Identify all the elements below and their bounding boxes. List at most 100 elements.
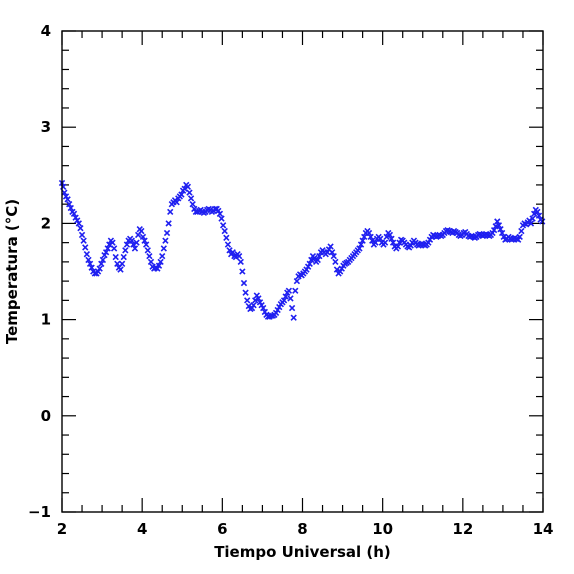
data-point — [143, 241, 150, 248]
data-point-stroke — [240, 279, 248, 287]
data-point-stroke — [96, 265, 103, 272]
data-point-stroke — [237, 258, 244, 266]
data-point-stroke — [293, 277, 301, 285]
data-point-stroke — [146, 252, 153, 260]
data-point — [330, 252, 337, 260]
data-point-stroke — [229, 249, 236, 256]
data-point — [529, 215, 536, 222]
data-point-stroke — [327, 243, 334, 250]
data-point-stroke — [221, 227, 228, 235]
data-point-stroke — [239, 268, 246, 275]
data-point-stroke — [252, 297, 259, 304]
data-point — [497, 226, 504, 233]
data-point-stroke — [64, 196, 71, 203]
data-point — [146, 252, 153, 260]
data-point — [167, 208, 174, 216]
data-point-stroke — [112, 253, 119, 261]
data-point — [367, 233, 374, 241]
data-point — [223, 234, 230, 241]
data-point — [314, 256, 321, 264]
data-point — [178, 191, 185, 198]
data-point-stroke — [377, 235, 384, 242]
data-point-stroke — [114, 260, 121, 267]
data-point-stroke — [527, 220, 535, 227]
data-point-stroke — [306, 260, 313, 267]
data-point — [539, 218, 546, 225]
data-point-stroke — [184, 183, 192, 191]
data-point-stroke — [539, 218, 546, 225]
y-tick-label: 3 — [41, 118, 51, 136]
data-point-stroke — [99, 256, 107, 264]
data-point-stroke — [308, 256, 315, 264]
data-point-stroke — [72, 214, 79, 221]
data-point — [226, 247, 233, 254]
data-point-stroke — [367, 233, 374, 241]
data-point-stroke — [332, 258, 339, 266]
data-points — [58, 179, 546, 321]
x-tick-label: 2 — [57, 520, 67, 538]
data-point — [109, 239, 116, 246]
data-point-stroke — [138, 227, 145, 235]
data-point — [163, 229, 171, 237]
data-point — [229, 249, 236, 256]
data-point-stroke — [529, 215, 536, 222]
data-point — [237, 258, 244, 266]
data-point — [221, 227, 228, 235]
data-point — [516, 233, 523, 241]
data-point-stroke — [167, 208, 174, 216]
data-point-stroke — [133, 239, 140, 246]
data-point-stroke — [74, 217, 81, 224]
data-point-stroke — [498, 229, 506, 237]
data-point-stroke — [500, 233, 507, 241]
data-point-stroke — [130, 241, 137, 248]
data-point — [187, 195, 195, 202]
data-point-stroke — [314, 256, 321, 264]
data-point-stroke — [106, 241, 113, 248]
data-point-stroke — [66, 200, 73, 208]
y-tick-label: −1 — [28, 503, 51, 521]
data-point — [386, 231, 394, 239]
data-point — [189, 200, 196, 208]
x-tick-label: 10 — [372, 520, 393, 538]
data-point — [239, 268, 246, 275]
data-point-stroke — [535, 212, 543, 219]
data-point — [494, 218, 501, 225]
data-point-stroke — [328, 249, 336, 256]
data-point — [365, 229, 373, 237]
x-tick-label: 6 — [217, 520, 227, 538]
data-point — [306, 260, 313, 267]
data-point-stroke — [287, 295, 294, 302]
data-point-stroke — [189, 200, 196, 208]
data-point — [165, 220, 172, 227]
axis-ticks — [61, 30, 544, 513]
data-point — [240, 279, 248, 287]
data-point-stroke — [497, 226, 504, 233]
data-point-stroke — [88, 264, 95, 271]
data-point — [139, 233, 147, 241]
data-point-stroke — [494, 218, 501, 225]
data-point — [333, 266, 341, 273]
data-point — [527, 220, 535, 227]
data-point — [290, 314, 297, 321]
data-point — [184, 183, 192, 191]
data-point — [64, 196, 71, 203]
data-point — [99, 256, 107, 264]
data-point — [292, 287, 299, 294]
data-point-stroke — [258, 302, 265, 309]
y-tick-label: 0 — [41, 407, 51, 425]
data-point — [130, 241, 137, 248]
plot-frame — [61, 30, 544, 513]
data-point-stroke — [226, 247, 233, 254]
data-point — [91, 270, 99, 277]
data-point — [280, 297, 288, 304]
data-point — [250, 302, 257, 309]
data-point — [144, 247, 151, 254]
data-point-stroke — [526, 217, 533, 224]
data-point — [70, 210, 78, 217]
data-point-stroke — [143, 241, 150, 248]
y-tick-label: 2 — [41, 214, 51, 232]
data-point-stroke — [102, 249, 110, 256]
data-point-stroke — [110, 245, 118, 252]
data-point — [490, 226, 498, 234]
data-point — [287, 295, 294, 302]
